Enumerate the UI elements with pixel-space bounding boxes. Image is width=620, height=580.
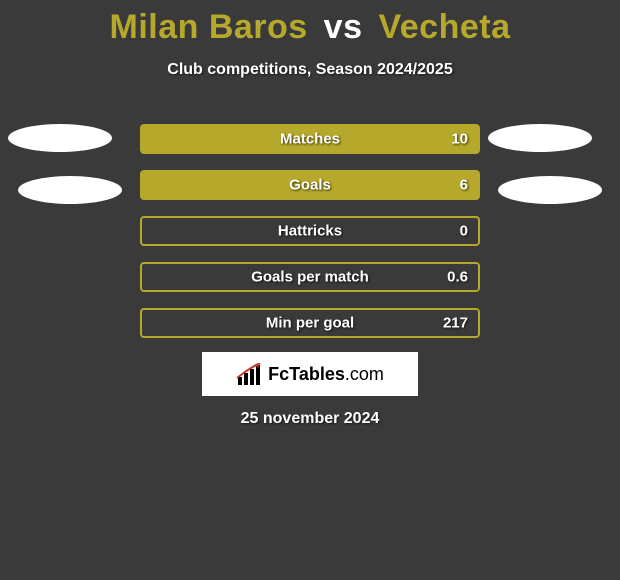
stat-bar-row: Hattricks 0 (140, 216, 480, 246)
stat-bar-row: Matches 10 (140, 124, 480, 154)
stat-bars: Matches 10 Goals 6 Hattricks 0 Goals per match… (140, 124, 480, 354)
date-text: 25 november 2024 (0, 410, 620, 428)
page-title: Milan Baros vs Vecheta (0, 0, 620, 47)
title-player-b: Vecheta (378, 8, 510, 46)
stat-bar-value: 0.6 (447, 269, 468, 286)
stat-bar-value: 6 (460, 177, 468, 194)
stat-bar-label: Min per goal (266, 315, 354, 332)
decorative-ellipse (498, 176, 602, 204)
stat-bar-row: Goals per match 0.6 (140, 262, 480, 292)
stat-bar-label: Goals per match (251, 269, 369, 286)
stat-bar-label: Goals (289, 177, 331, 194)
fctables-logo: FcTables.com (202, 352, 418, 396)
title-player-a: Milan Baros (110, 8, 308, 46)
subtitle: Club competitions, Season 2024/2025 (0, 61, 620, 79)
stat-bar-value: 217 (443, 315, 468, 332)
logo-text: FcTables.com (268, 364, 384, 385)
stat-bar-label: Matches (280, 131, 340, 148)
logo-chart-icon (236, 363, 262, 385)
stat-bar-row: Goals 6 (140, 170, 480, 200)
logo-suffix: .com (345, 364, 384, 384)
stat-bar-row: Min per goal 217 (140, 308, 480, 338)
title-vs: vs (324, 8, 363, 46)
stat-bar-value: 0 (460, 223, 468, 240)
decorative-ellipse (8, 124, 112, 152)
logo-brand-left: Fc (268, 364, 289, 384)
stat-bar-label: Hattricks (278, 223, 342, 240)
logo-brand-right: Tables (289, 364, 345, 384)
decorative-ellipse (18, 176, 122, 204)
decorative-ellipse (488, 124, 592, 152)
infographic-container: Milan Baros vs Vecheta Club competitions… (0, 0, 620, 580)
stat-bar-value: 10 (451, 131, 468, 148)
